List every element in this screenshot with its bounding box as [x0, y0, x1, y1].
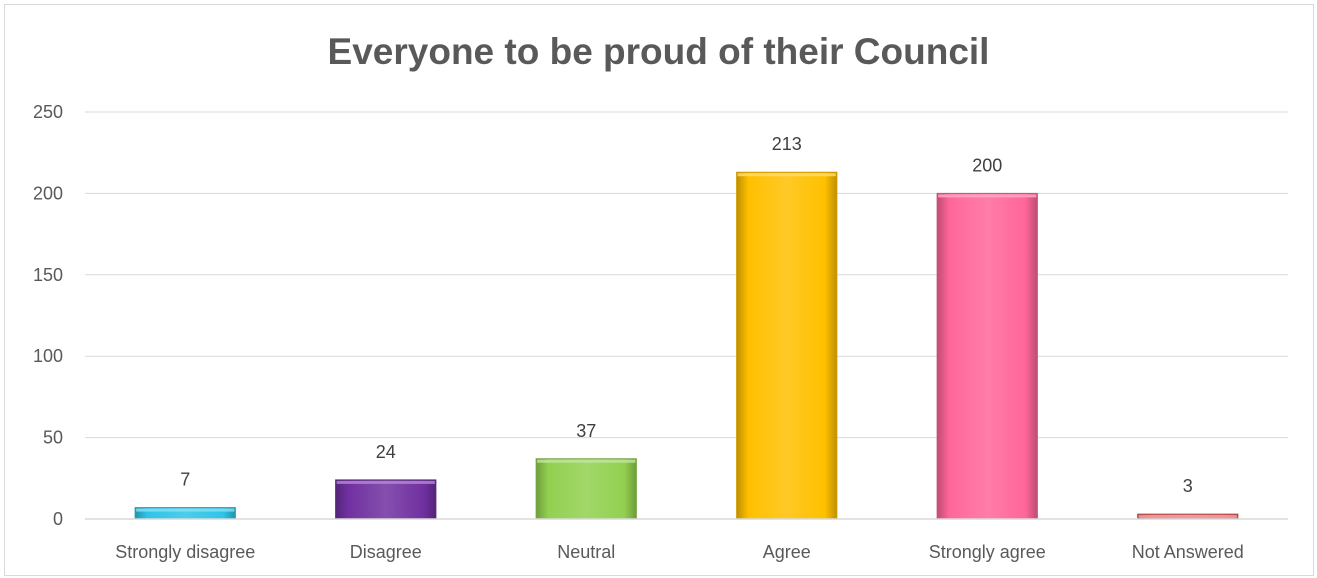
bar-strongly-agree — [936, 192, 1038, 520]
bar-highlight — [737, 173, 836, 177]
bar-agree — [736, 171, 838, 520]
x-category-label: Disagree — [350, 542, 422, 562]
data-label: 213 — [772, 134, 802, 154]
y-tick-label: 200 — [33, 183, 63, 203]
y-tick-label: 150 — [33, 265, 63, 285]
grid-lines — [85, 111, 1288, 439]
bar-highlight — [537, 459, 636, 463]
chart-frame — [4, 4, 1314, 576]
data-label: 7 — [180, 470, 190, 490]
chart-title: Everyone to be proud of their Council — [327, 31, 990, 72]
data-labels: 7 24 37 213 200 3 — [180, 134, 1193, 496]
bar-highlight — [1138, 515, 1237, 519]
data-label: 37 — [576, 421, 596, 441]
bar-highlight — [938, 194, 1037, 198]
data-label: 200 — [972, 155, 1002, 175]
x-category-label: Not Answered — [1132, 542, 1244, 562]
x-category-label: Strongly disagree — [115, 542, 255, 562]
bars — [134, 171, 1239, 520]
data-label: 24 — [376, 442, 396, 462]
bar-highlight — [136, 508, 235, 512]
y-tick-label: 0 — [53, 509, 63, 529]
bar-highlight — [336, 480, 435, 484]
y-tick-label: 100 — [33, 346, 63, 366]
x-axis-category-labels: Strongly disagree Disagree Neutral Agree Str… — [115, 542, 1244, 562]
y-axis-tick-labels: 0 50 100 150 200 250 — [33, 102, 63, 529]
y-tick-label: 50 — [43, 428, 63, 448]
x-category-label: Strongly agree — [929, 542, 1046, 562]
y-tick-label: 250 — [33, 102, 63, 122]
bar-disagree — [335, 479, 437, 520]
x-category-label: Agree — [763, 542, 811, 562]
data-label: 3 — [1183, 476, 1193, 496]
bar-neutral — [535, 458, 637, 520]
x-category-label: Neutral — [557, 542, 615, 562]
